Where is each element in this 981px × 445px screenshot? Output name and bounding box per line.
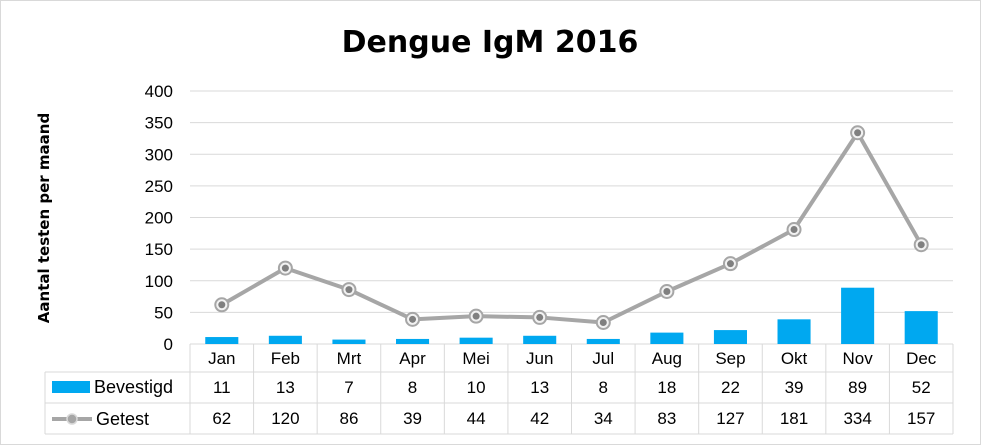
bar-bevestigd — [777, 319, 811, 344]
x-tick-label: Mei — [462, 349, 489, 368]
x-tick-label: Sep — [715, 349, 745, 368]
y-tick-label: 200 — [145, 209, 173, 228]
x-tick-label: Jun — [526, 349, 553, 368]
table-cell-bevestigd: 52 — [912, 378, 931, 397]
bar-bevestigd — [268, 335, 302, 344]
table-cell-getest: 334 — [843, 409, 871, 428]
point-getest-core — [917, 241, 925, 249]
legend-marker-getest — [66, 413, 78, 425]
table-cell-bevestigd: 8 — [408, 378, 417, 397]
point-getest-core — [854, 129, 862, 137]
table-cell-bevestigd: 11 — [213, 378, 231, 397]
point-getest-core — [790, 226, 798, 234]
table-cell-getest: 157 — [907, 409, 935, 428]
table-cell-getest: 42 — [530, 409, 549, 428]
table-cell-getest: 181 — [780, 409, 808, 428]
bar-bevestigd — [332, 339, 366, 344]
table-cell-bevestigd: 89 — [848, 378, 867, 397]
y-tick-label: 0 — [164, 335, 173, 354]
y-tick-label: 100 — [145, 272, 173, 291]
x-tick-label: Feb — [271, 349, 300, 368]
point-getest-core — [218, 301, 226, 309]
table-cell-bevestigd: 7 — [344, 378, 353, 397]
y-tick-label: 150 — [145, 240, 173, 259]
table-cell-getest: 39 — [403, 409, 422, 428]
table-cell-getest: 86 — [339, 409, 358, 428]
data-table: Jan 11 62 Feb 13 120 Mrt 7 86 Apr 8 39 Mei 10 44 Jun 13 4… — [44, 343, 954, 435]
y-tick-label: 300 — [145, 145, 173, 164]
y-tick-label: 250 — [145, 177, 173, 196]
y-tick-label: 350 — [145, 114, 173, 133]
bar-bevestigd — [523, 335, 557, 344]
bar-bevestigd — [459, 337, 493, 344]
point-getest-core — [345, 286, 353, 294]
bar-bevestigd — [586, 338, 620, 344]
x-tick-label: Nov — [843, 349, 874, 368]
table-cell-bevestigd: 8 — [599, 378, 608, 397]
table-cell-bevestigd: 13 — [530, 378, 549, 397]
table-cell-getest: 44 — [467, 409, 486, 428]
table-cell-getest: 83 — [657, 409, 676, 428]
bar-series — [205, 287, 938, 344]
chart-title: Dengue IgM 2016 — [342, 25, 639, 60]
bar-bevestigd — [904, 311, 938, 344]
x-tick-label: Mrt — [337, 349, 362, 368]
table-cell-bevestigd: 39 — [785, 378, 804, 397]
table-cell-bevestigd: 10 — [467, 378, 486, 397]
x-tick-label: Jan — [208, 349, 235, 368]
point-getest-core — [472, 312, 480, 320]
bar-bevestigd — [713, 330, 747, 344]
line-series — [214, 125, 929, 330]
x-tick-label: Jul — [592, 349, 614, 368]
y-tick-label: 400 — [145, 82, 173, 101]
point-getest-core — [409, 315, 417, 323]
table-cell-bevestigd: 22 — [721, 378, 740, 397]
legend-label-bevestigd: Bevestigd — [94, 377, 173, 397]
point-getest-core — [599, 318, 607, 326]
table-cell-getest: 62 — [212, 409, 231, 428]
line-getest — [220, 130, 923, 325]
y-tick-label: 50 — [154, 303, 173, 322]
bar-bevestigd — [205, 337, 239, 344]
point-getest-core — [536, 313, 544, 321]
y-axis-label: Aantal testen per maand — [35, 113, 53, 323]
x-tick-label: Dec — [906, 349, 937, 368]
point-getest-core — [663, 288, 671, 296]
table-cell-getest: 34 — [594, 409, 613, 428]
point-getest-core — [281, 264, 289, 272]
table-cell-bevestigd: 13 — [276, 378, 295, 397]
gridlines — [190, 90, 953, 313]
y-axis-ticks: 0 50 100 150 200 250 300 350 400 — [145, 82, 173, 354]
x-tick-label: Okt — [781, 349, 808, 368]
bar-bevestigd — [841, 287, 875, 344]
table-cell-getest: 120 — [271, 409, 299, 428]
x-tick-label: Aug — [652, 349, 682, 368]
table-cell-getest: 127 — [716, 409, 744, 428]
point-getest-core — [726, 260, 734, 268]
table-cell-bevestigd: 18 — [657, 378, 676, 397]
bar-bevestigd — [650, 332, 684, 344]
x-tick-label: Apr — [399, 349, 426, 368]
bar-bevestigd — [396, 338, 430, 344]
legend-label-getest: Getest — [96, 409, 149, 429]
legend-swatch-bevestigd — [52, 381, 90, 393]
